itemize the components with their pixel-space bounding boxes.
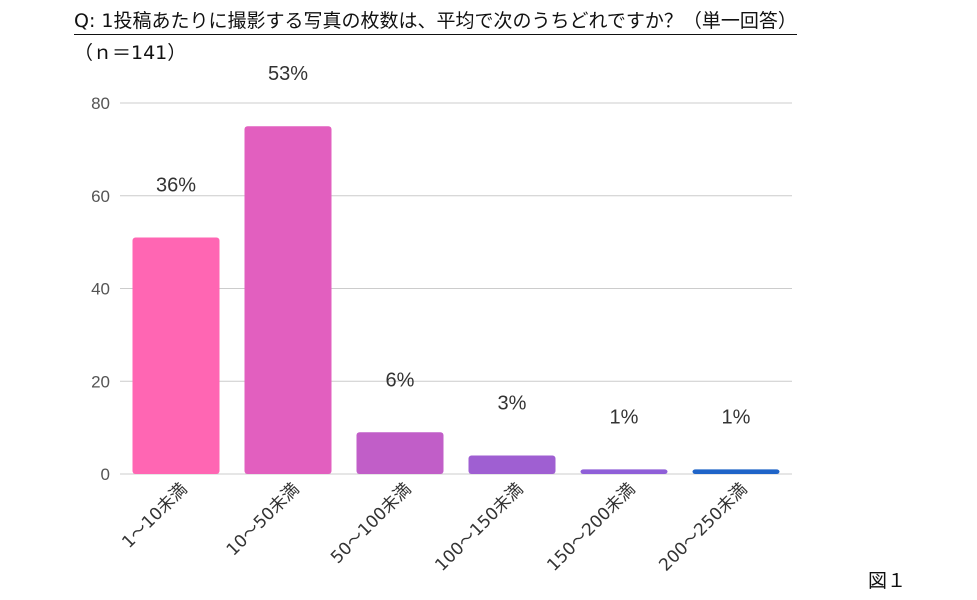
category-label: 10～50未満 bbox=[223, 479, 304, 560]
bar-1 bbox=[244, 126, 332, 474]
data-labels: 36% 53% 6% 3% 1% 1% bbox=[156, 63, 751, 428]
category-label: 50～100未満 bbox=[327, 479, 415, 567]
category-label: 100～150未満 bbox=[431, 479, 527, 575]
bar-5 bbox=[692, 469, 780, 474]
figure-number-label: 図１ bbox=[868, 570, 907, 592]
bar-2 bbox=[356, 432, 444, 474]
data-label: 36% bbox=[156, 174, 196, 196]
y-tick-label: 60 bbox=[91, 187, 110, 206]
question-title: Q: 1投稿あたりに撮影する写真の枚数は、平均で次のうちどれですか？（単一回答） bbox=[74, 6, 797, 35]
bar-3 bbox=[468, 455, 556, 474]
data-label: 53% bbox=[268, 63, 308, 85]
bar-4 bbox=[580, 469, 668, 474]
category-label: 150～200未満 bbox=[543, 479, 639, 575]
y-tick-label: 0 bbox=[101, 465, 110, 484]
data-label: 1% bbox=[722, 406, 751, 428]
data-label: 6% bbox=[386, 369, 415, 391]
y-tick-label: 80 bbox=[91, 94, 110, 113]
y-tick-label: 40 bbox=[91, 280, 110, 299]
bar-0 bbox=[132, 237, 220, 474]
gridlines bbox=[120, 102, 792, 475]
category-label: 200～250未満 bbox=[655, 479, 751, 575]
category-label: 1～10未満 bbox=[118, 479, 191, 552]
data-label: 1% bbox=[610, 406, 639, 428]
data-label: 3% bbox=[498, 392, 527, 414]
bars bbox=[132, 126, 780, 474]
sample-size-label: （ｎ＝141） bbox=[74, 42, 187, 64]
y-axis-ticks: 0 20 40 60 80 bbox=[91, 94, 110, 484]
y-tick-label: 20 bbox=[91, 372, 110, 391]
category-labels: 1～10未満 10～50未満 50～100未満 100～150未満 150～200未満 2… bbox=[118, 479, 751, 575]
